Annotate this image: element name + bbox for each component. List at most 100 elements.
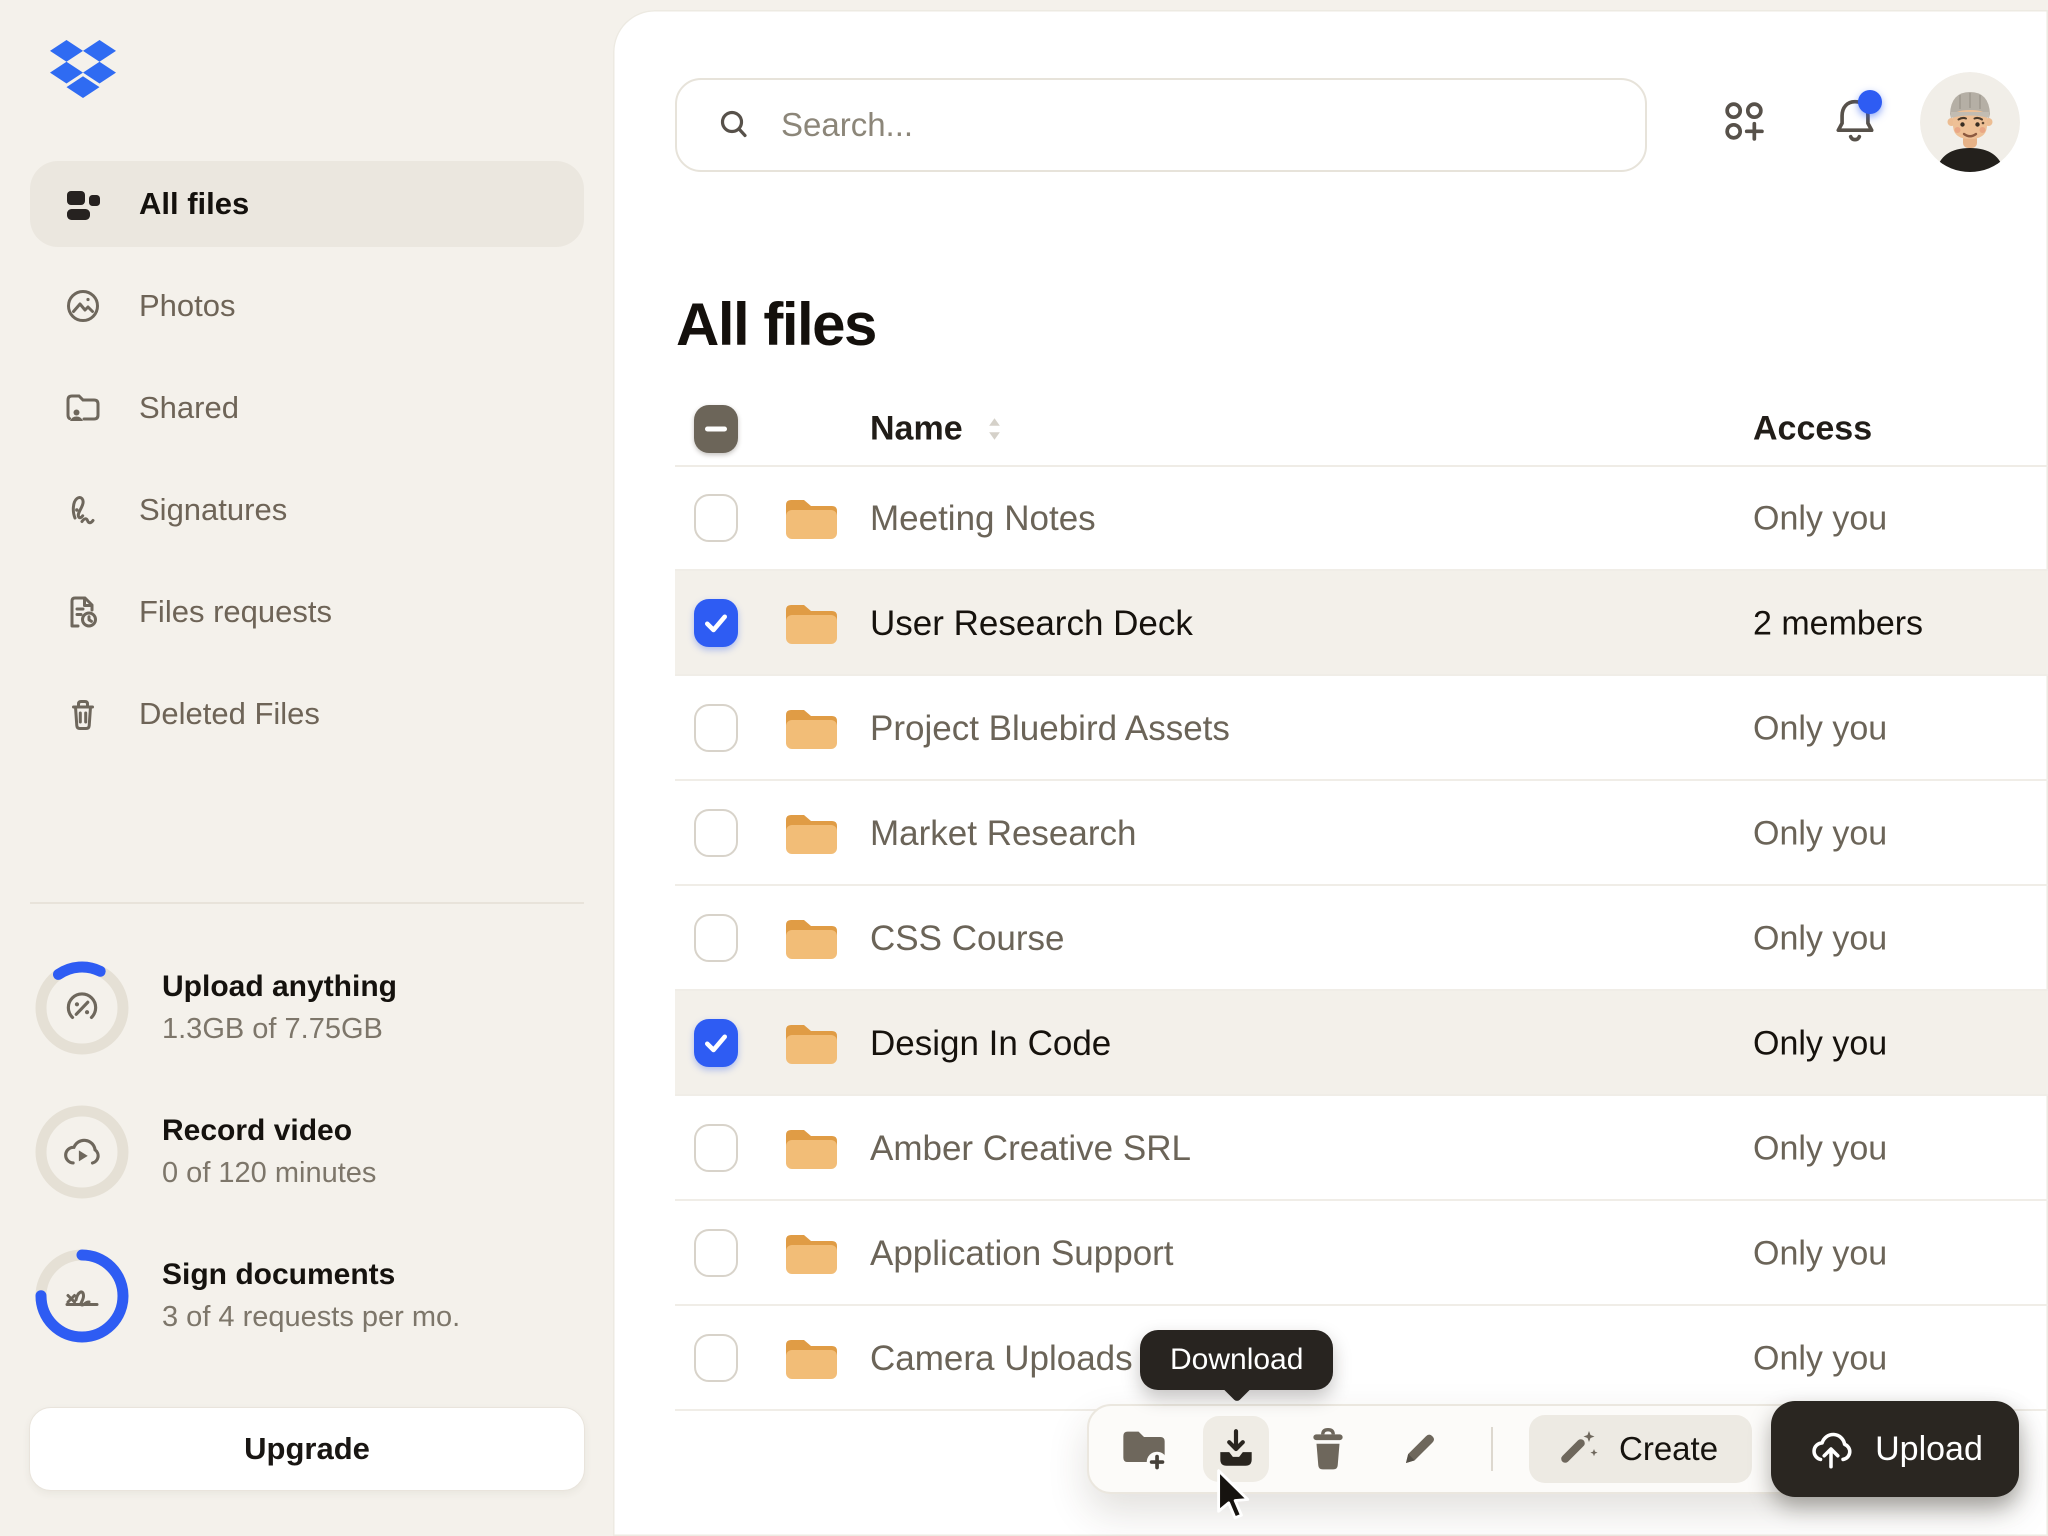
video-cloud-icon xyxy=(32,1102,132,1202)
table-row[interactable]: CSS Course Only you xyxy=(613,886,2048,991)
column-header-access[interactable]: Access xyxy=(1753,409,1873,448)
row-access: Only you xyxy=(1753,1024,1888,1062)
folder-icon xyxy=(783,1230,839,1277)
create-label: Create xyxy=(1619,1430,1719,1467)
sidebar-nav: All files Photos Shared xyxy=(30,161,584,757)
table-header: Name Access xyxy=(613,394,2048,464)
check-icon xyxy=(705,614,727,633)
upload-cloud-icon xyxy=(1812,1432,1852,1469)
mouse-cursor xyxy=(1217,1469,1250,1520)
search-input[interactable] xyxy=(779,105,1645,145)
usage-sign-documents[interactable]: Sign documents 3 of 4 requests per mo. xyxy=(32,1224,592,1368)
sidebar-item-files-requests[interactable]: Files requests xyxy=(30,569,584,655)
row-checkbox[interactable] xyxy=(694,704,738,752)
table-row[interactable]: Market Research Only you xyxy=(613,781,2048,886)
folder-name: CSS Course xyxy=(870,918,1065,958)
row-access: Only you xyxy=(1753,1234,1888,1272)
sidebar-item-shared[interactable]: Shared xyxy=(30,365,584,451)
sign-icon xyxy=(32,1246,132,1346)
folder-icon xyxy=(783,705,839,752)
check-icon xyxy=(705,1034,727,1053)
sidebar: All files Photos Shared xyxy=(0,0,613,1536)
usage-upload-anything[interactable]: Upload anything 1.3GB of 7.75GB xyxy=(32,936,592,1080)
video-progress-ring xyxy=(32,1102,132,1202)
row-access: 2 members xyxy=(1753,604,1924,642)
page-title: All files xyxy=(676,291,877,359)
row-checkbox[interactable] xyxy=(694,599,738,647)
usage-title: Sign documents xyxy=(162,1258,396,1291)
folder-plus-icon xyxy=(1123,1431,1168,1473)
table-row[interactable]: Meeting Notes Only you xyxy=(613,466,2048,571)
file-list: Meeting Notes Only you User Research Dec… xyxy=(613,466,2048,1411)
sidebar-item-label: Shared xyxy=(139,390,239,425)
upgrade-button[interactable]: Upgrade xyxy=(29,1407,585,1491)
usage-section: Upload anything 1.3GB of 7.75GB Record v xyxy=(32,936,592,1368)
folder-name: Camera Uploads xyxy=(870,1338,1133,1378)
download-icon xyxy=(1220,1429,1252,1466)
sidebar-item-label: All files xyxy=(139,186,250,221)
sidebar-item-label: Deleted Files xyxy=(139,696,320,731)
usage-detail: 3 of 4 requests per mo. xyxy=(162,1301,461,1333)
download-tooltip: Download xyxy=(1140,1330,1334,1390)
gauge-icon xyxy=(32,958,132,1058)
select-all-checkbox[interactable] xyxy=(694,405,738,453)
sidebar-divider xyxy=(30,902,584,904)
all-files-icon xyxy=(63,184,103,224)
magic-wand-icon xyxy=(1561,1431,1598,1463)
row-checkbox[interactable] xyxy=(694,914,738,962)
rename-button[interactable] xyxy=(1387,1416,1453,1482)
row-access: Only you xyxy=(1753,499,1888,537)
folder-name: Amber Creative SRL xyxy=(870,1128,1191,1168)
table-row[interactable]: Amber Creative SRL Only you xyxy=(613,1096,2048,1201)
sidebar-item-signatures[interactable]: Signatures xyxy=(30,467,584,553)
upload-label: Upload xyxy=(1875,1429,1983,1468)
row-checkbox[interactable] xyxy=(694,1124,738,1172)
row-access: Only you xyxy=(1753,1339,1888,1377)
search-icon xyxy=(720,110,747,138)
usage-title: Upload anything xyxy=(162,970,397,1003)
notifications-button[interactable] xyxy=(1827,90,1883,148)
usage-title: Record video xyxy=(162,1114,353,1147)
download-button[interactable] xyxy=(1203,1416,1269,1482)
row-checkbox[interactable] xyxy=(694,809,738,857)
delete-button[interactable] xyxy=(1295,1416,1361,1482)
table-row[interactable]: Design In Code Only you xyxy=(613,991,2048,1096)
sort-icon[interactable] xyxy=(987,416,1002,442)
folder-icon xyxy=(783,495,839,542)
upload-button[interactable]: Upload xyxy=(1771,1401,2019,1497)
dropbox-logo[interactable] xyxy=(50,40,116,98)
row-access: Only you xyxy=(1753,814,1888,852)
sign-progress-ring xyxy=(32,1246,132,1346)
folder-name: Market Research xyxy=(870,813,1137,853)
trash-icon xyxy=(63,694,103,734)
column-header-name[interactable]: Name xyxy=(870,409,963,448)
folder-name: User Research Deck xyxy=(870,603,1193,643)
usage-record-video[interactable]: Record video 0 of 120 minutes xyxy=(32,1080,592,1224)
row-checkbox[interactable] xyxy=(694,494,738,542)
file-request-icon xyxy=(63,592,103,632)
row-checkbox[interactable] xyxy=(694,1229,738,1277)
sidebar-item-deleted-files[interactable]: Deleted Files xyxy=(30,671,584,757)
sidebar-item-all-files[interactable]: All files xyxy=(30,161,584,247)
table-row[interactable]: User Research Deck 2 members xyxy=(613,571,2048,676)
folder-icon xyxy=(783,1335,839,1382)
row-checkbox[interactable] xyxy=(694,1334,738,1382)
create-button[interactable]: Create xyxy=(1529,1415,1753,1483)
folder-name: Meeting Notes xyxy=(870,498,1096,538)
photos-icon xyxy=(63,286,103,326)
notification-badge xyxy=(1858,90,1882,114)
row-access: Only you xyxy=(1753,919,1888,957)
apps-grid-icon[interactable] xyxy=(1719,96,1769,146)
sidebar-item-label: Photos xyxy=(139,288,236,323)
trash-icon xyxy=(1313,1427,1343,1470)
row-checkbox[interactable] xyxy=(694,1019,738,1067)
table-row[interactable]: Application Support Only you xyxy=(613,1201,2048,1306)
row-access: Only you xyxy=(1753,1129,1888,1167)
table-row[interactable]: Project Bluebird Assets Only you xyxy=(613,676,2048,781)
new-folder-button[interactable] xyxy=(1111,1416,1177,1482)
folder-name: Design In Code xyxy=(870,1023,1112,1063)
search-bar[interactable] xyxy=(675,78,1647,172)
sidebar-item-photos[interactable]: Photos xyxy=(30,263,584,349)
action-toolbar: Create Upload xyxy=(1087,1401,2019,1497)
avatar[interactable] xyxy=(1920,72,2020,172)
